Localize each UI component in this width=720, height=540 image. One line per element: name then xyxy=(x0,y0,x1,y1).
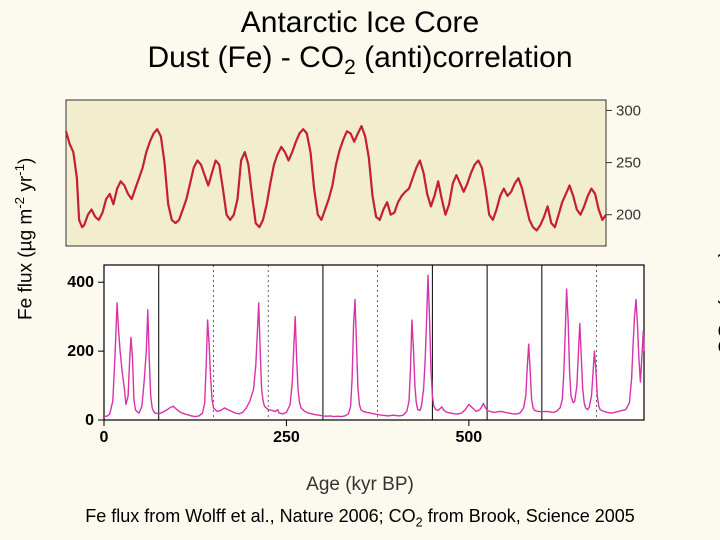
svg-text:400: 400 xyxy=(67,274,94,291)
svg-text:0: 0 xyxy=(85,412,94,429)
svg-text:200: 200 xyxy=(67,343,94,360)
chart-area: 200 250 300 0 200 400 0 250 500 xyxy=(56,92,666,482)
fe-panel: 0 200 400 0 250 500 xyxy=(56,260,656,450)
page-title: Antarctic Ice Core Dust (Fe) - CO2 (anti… xyxy=(0,0,720,80)
svg-text:500: 500 xyxy=(456,429,483,446)
fe-chart: 0 200 400 0 250 500 xyxy=(56,260,656,450)
x-axis-label: Age (kyr BP) xyxy=(0,474,720,496)
co2-chart: 200 250 300 xyxy=(56,92,656,252)
y-axis-label-fe: Fe flux (µg m-2 yr-1) xyxy=(12,158,37,320)
svg-text:300: 300 xyxy=(616,102,641,119)
title-line1: Antarctic Ice Core xyxy=(241,6,479,39)
svg-text:250: 250 xyxy=(273,429,300,446)
citation: Fe flux from Wolff et al., Nature 2006; … xyxy=(0,506,720,530)
svg-text:0: 0 xyxy=(100,429,109,446)
y-axis-label-co2: CO2 (ppm) xyxy=(714,250,720,355)
co2-panel: 200 250 300 xyxy=(56,92,656,252)
svg-text:200: 200 xyxy=(616,207,641,224)
title-line2b: (anti)correlation xyxy=(356,41,573,74)
title-line2a: Dust (Fe) - CO xyxy=(147,41,344,74)
svg-text:250: 250 xyxy=(616,155,641,172)
